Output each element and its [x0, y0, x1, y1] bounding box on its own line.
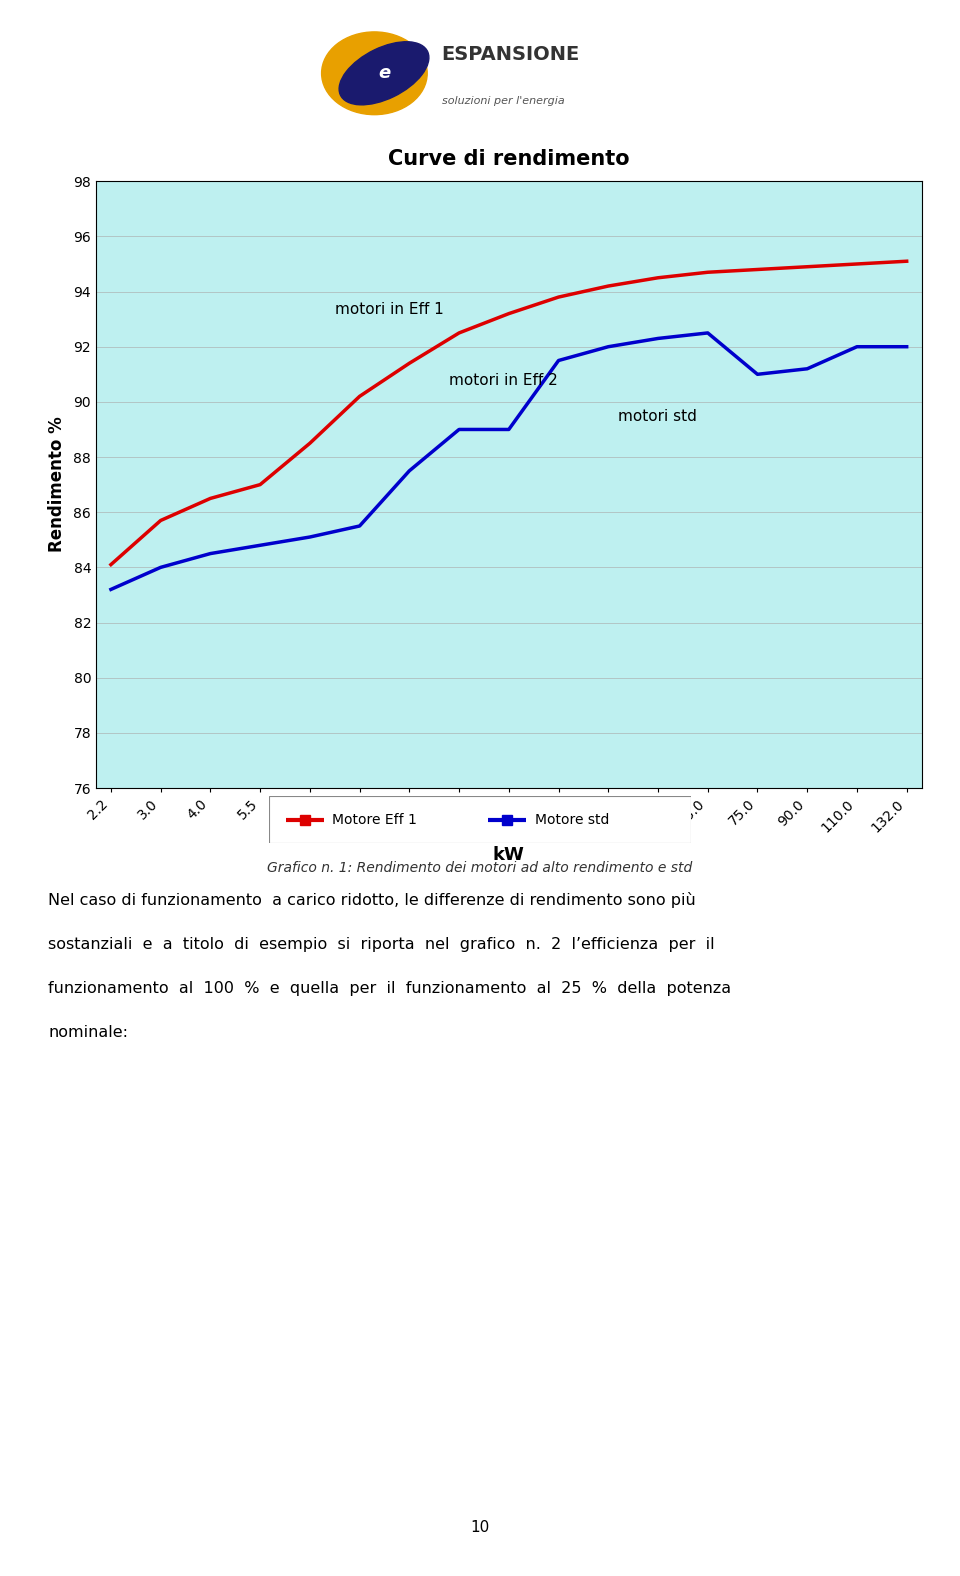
Text: Nel caso di funzionamento  a carico ridotto, le differenze di rendimento sono pi: Nel caso di funzionamento a carico ridot… [48, 892, 696, 908]
Text: Grafico n. 1: Rendimento dei motori ad alto rendimento e std: Grafico n. 1: Rendimento dei motori ad a… [268, 862, 692, 875]
Text: soluzioni per l'energia: soluzioni per l'energia [442, 96, 564, 106]
Text: motori in Eff 2: motori in Eff 2 [449, 374, 558, 388]
Text: motori std: motori std [618, 410, 697, 424]
Y-axis label: Rendimento %: Rendimento % [48, 416, 66, 553]
Text: 10: 10 [470, 1521, 490, 1535]
Ellipse shape [322, 32, 427, 115]
Text: nominale:: nominale: [48, 1024, 128, 1040]
Ellipse shape [339, 41, 429, 106]
Text: ESPANSIONE: ESPANSIONE [442, 46, 580, 65]
Text: Motore std: Motore std [535, 813, 610, 826]
Text: motori in Eff 1: motori in Eff 1 [335, 301, 444, 317]
Text: funzionamento  al  100  %  e  quella  per  il  funzionamento  al  25  %  della  : funzionamento al 100 % e quella per il f… [48, 980, 732, 996]
Text: e: e [378, 65, 390, 82]
FancyBboxPatch shape [269, 796, 691, 843]
X-axis label: kW: kW [492, 846, 525, 864]
Text: Motore Eff 1: Motore Eff 1 [332, 813, 417, 826]
Title: Curve di rendimento: Curve di rendimento [388, 148, 630, 169]
Text: sostanziali  e  a  titolo  di  esempio  si  riporta  nel  grafico  n.  2  l’effi: sostanziali e a titolo di esempio si rip… [48, 936, 714, 952]
